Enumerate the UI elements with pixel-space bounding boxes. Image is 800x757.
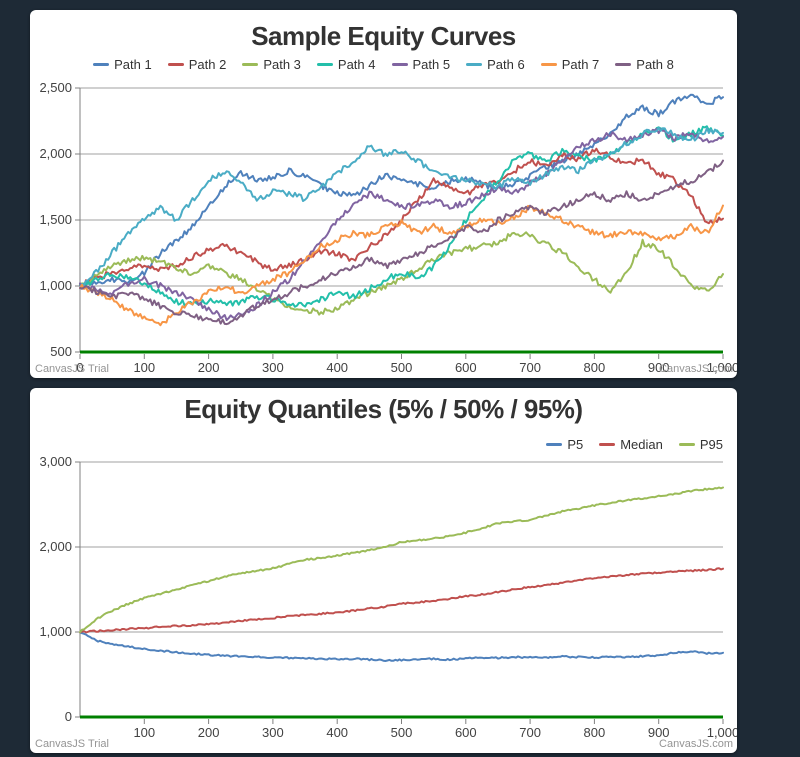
canvasjs-trial-watermark: CanvasJS Trial (35, 363, 109, 375)
legend-item-path-3[interactable]: Path 3 (242, 57, 301, 72)
x-axis-label: 800 (584, 360, 606, 375)
x-axis-label: 700 (519, 360, 541, 375)
legend-line-marker (242, 62, 259, 66)
x-axis-label: 300 (262, 360, 284, 375)
legend-line-marker (540, 62, 557, 66)
series-line-path-5 (79, 127, 724, 322)
y-axis-label: 500 (50, 344, 72, 359)
legend-line-marker (546, 442, 563, 446)
legend-line-marker (678, 442, 695, 446)
legend-label: Path 5 (412, 56, 451, 72)
series-line-p5 (79, 631, 724, 662)
y-axis-label: 0 (65, 709, 72, 724)
chart-card-equity-quantiles: Equity Quantiles (5% / 50% / 95%) P5 Medi… (30, 388, 737, 753)
y-axis-label: 1,000 (39, 624, 72, 639)
y-axis-label: 1,000 (39, 278, 72, 293)
legend-item-path-8[interactable]: Path 8 (615, 57, 674, 72)
y-axis-label: 2,500 (39, 80, 72, 95)
legend-label: Path 8 (636, 56, 674, 72)
legend-item-path-5[interactable]: Path 5 (391, 56, 451, 72)
series-line-p95 (79, 486, 724, 634)
series-line-path-3 (79, 231, 724, 316)
series-line-path-8 (79, 159, 724, 326)
legend-item-p5[interactable]: P5 (546, 437, 583, 452)
x-axis-label: 300 (262, 725, 284, 740)
y-axis-label: 2,000 (39, 146, 72, 161)
chart-title-equity-quantiles: Equity Quantiles (5% / 50% / 95%) (184, 394, 583, 424)
legend-equity-curves: Path 1 Path 2 Path 3 Path 4 Path 5 Path 6 Path… (30, 57, 737, 72)
legend-line-marker (599, 442, 616, 446)
chart-title-sample-equity-curves: Sample Equity Curves (251, 21, 516, 51)
legend-label: Path 3 (263, 56, 301, 72)
legend-item-path-1[interactable]: Path 1 (93, 57, 152, 72)
legend-label: Path 4 (337, 56, 376, 72)
x-axis-label: 600 (455, 360, 477, 375)
legend-item-path-4[interactable]: Path 4 (316, 56, 376, 72)
x-axis-label: 100 (133, 360, 155, 375)
legend-line-marker (391, 62, 408, 66)
legend-label: Median (620, 436, 663, 452)
series-line-path-6 (79, 126, 724, 290)
legend-line-marker (316, 62, 333, 66)
x-axis-label: 800 (584, 725, 606, 740)
legend-item-path-2[interactable]: Path 2 (167, 56, 227, 72)
legend-line-marker (615, 62, 632, 66)
legend-item-median[interactable]: Median (599, 437, 663, 452)
x-axis-label: 600 (455, 725, 477, 740)
x-axis-label: 400 (326, 725, 348, 740)
y-axis-label: 2,000 (39, 539, 72, 554)
legend-line-marker (466, 62, 483, 66)
canvasjs-credit-link[interactable]: CanvasJS.com (659, 738, 733, 750)
x-axis-label: 500 (391, 360, 413, 375)
legend-label: P95 (699, 436, 723, 452)
x-axis-label: 700 (519, 725, 541, 740)
legend-label: Path 6 (487, 56, 525, 72)
x-axis-label: 200 (198, 360, 220, 375)
legend-label: Path 1 (114, 56, 152, 72)
x-axis-label: 400 (326, 360, 348, 375)
y-axis-label: 1,500 (39, 212, 72, 227)
legend-line-marker (167, 62, 184, 66)
series-line-path-2 (79, 147, 724, 287)
legend-label: Path 2 (188, 56, 227, 72)
series-line-path-4 (79, 125, 724, 308)
legend-item-p95[interactable]: P95 (678, 436, 723, 452)
x-axis-label: 200 (198, 725, 220, 740)
canvasjs-trial-watermark: CanvasJS Trial (35, 738, 109, 750)
legend-line-marker (93, 62, 110, 66)
canvasjs-credit-link[interactable]: CanvasJS.com (659, 363, 733, 375)
legend-label: P5 (567, 436, 584, 452)
legend-item-path-6[interactable]: Path 6 (466, 57, 525, 72)
x-axis-label: 100 (133, 725, 155, 740)
legend-label: Path 7 (561, 56, 600, 72)
legend-quantiles: P5 Median P95 (30, 437, 737, 452)
y-axis-label: 3,000 (39, 454, 72, 469)
series-line-median (79, 567, 724, 634)
x-axis-label: 500 (391, 725, 413, 740)
series-line-path-1 (79, 93, 724, 289)
legend-item-path-7[interactable]: Path 7 (540, 56, 600, 72)
series-line-path-7 (79, 204, 724, 327)
